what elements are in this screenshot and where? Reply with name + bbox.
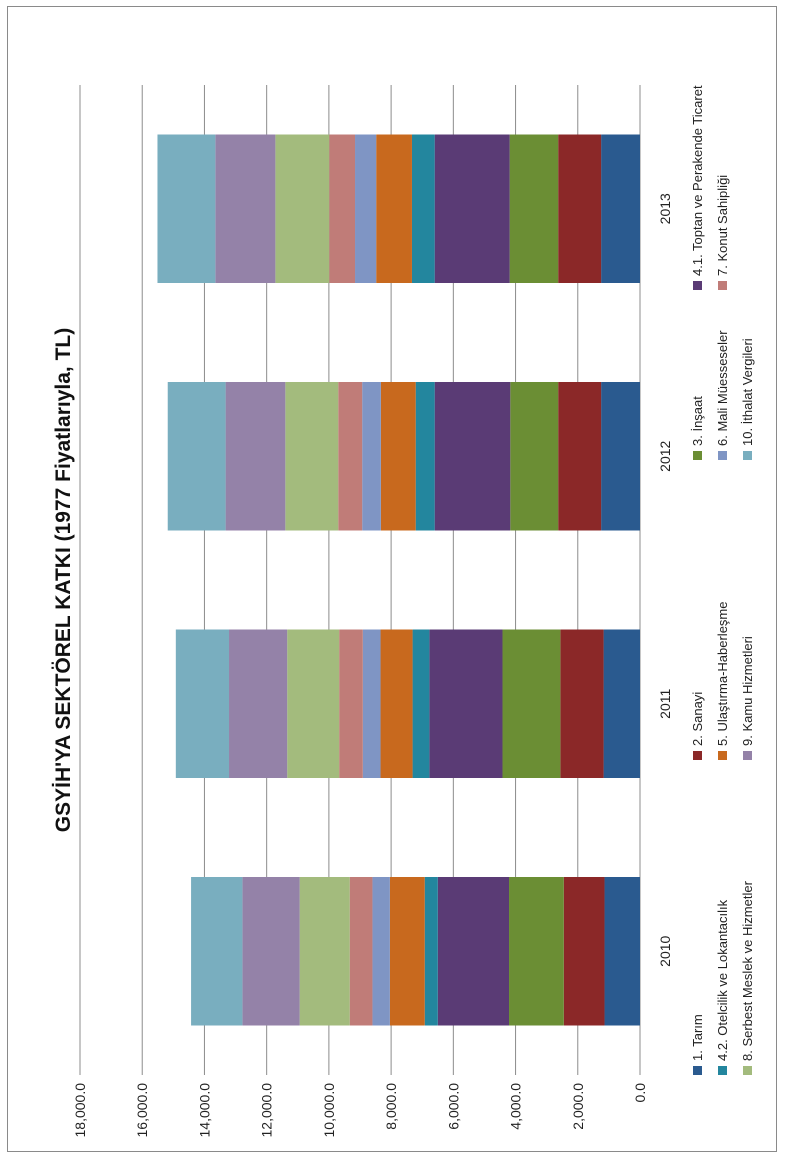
legend-label: 10. İthalat Vergileri	[740, 338, 755, 446]
y-tick-label: 10,000.0	[321, 1083, 337, 1138]
x-category-label: 2012	[657, 440, 673, 471]
x-category-label: 2013	[657, 193, 673, 224]
bar-segment	[437, 877, 510, 1026]
bar-segment	[411, 134, 435, 283]
legend-swatch	[743, 1066, 752, 1075]
legend-swatch	[743, 751, 752, 760]
bar-segment	[558, 134, 602, 283]
legend-label: 3. İnşaat	[690, 396, 705, 446]
bar-segment	[329, 134, 356, 283]
legend-swatch	[718, 751, 727, 760]
bar-segment	[287, 629, 340, 778]
legend-label: 8. Serbest Meslek ve Hizmetler	[740, 880, 755, 1061]
bar-segment	[167, 382, 226, 531]
legend-swatch	[693, 451, 702, 460]
legend-swatch	[693, 1066, 702, 1075]
legend-swatch	[718, 1066, 727, 1075]
bar-segment	[601, 382, 640, 531]
bar-segment	[424, 877, 438, 1026]
bar-segment	[560, 629, 604, 778]
legend: 1. Tarım 2. Sanayi 3. İnşaat 4.1. Toptan ve…	[690, 85, 755, 1075]
bar-segment	[157, 134, 216, 283]
y-tick-label: 14,000.0	[196, 1083, 212, 1138]
bar-segment	[215, 134, 276, 283]
legend-swatch	[743, 451, 752, 460]
bar-segment	[362, 382, 381, 531]
legend-label: 4.2. Otelcilik ve Lokantacılık	[715, 899, 730, 1061]
bar-segment	[380, 629, 413, 778]
bar-segment	[510, 382, 559, 531]
legend-label: 1. Tarım	[690, 1014, 705, 1061]
x-axis-categories: 2010 2011 2012 2013	[657, 193, 673, 967]
y-tick-label: 6,000.0	[445, 1083, 461, 1130]
bar-segment	[389, 877, 425, 1026]
bar-segment	[242, 877, 300, 1026]
y-axis-ticks: 0.0 2,000.0 4,000.0 6,000.0 8,000.0 10,000.0 1…	[72, 1083, 648, 1138]
bar-segment	[362, 629, 381, 778]
bar-segment	[349, 877, 373, 1026]
bar-segment	[412, 629, 430, 778]
legend-swatch	[718, 281, 727, 290]
legend-label: 9. Kamu Hizmetleri	[740, 636, 755, 746]
chart-title: GSYİH'YA SEKTÖREL KATKI (1977 Fiyatlarıy…	[52, 328, 75, 832]
bar-segment	[339, 629, 363, 778]
bar-segment	[604, 877, 640, 1026]
y-tick-label: 0.0	[632, 1083, 648, 1103]
y-tick-label: 18,000.0	[72, 1083, 88, 1138]
bar-segment	[601, 134, 640, 283]
legend-swatch	[718, 451, 727, 460]
bar-segment	[603, 629, 640, 778]
legend-swatch	[693, 751, 702, 760]
bar-segment	[558, 382, 602, 531]
bar-segment	[434, 382, 511, 531]
legend-swatch	[693, 281, 702, 290]
bars-layer	[157, 134, 640, 1026]
x-category-label: 2010	[657, 935, 673, 966]
bar-segment	[429, 629, 503, 778]
y-tick-label: 4,000.0	[508, 1083, 524, 1130]
bar-segment	[355, 134, 377, 283]
x-category-label: 2011	[657, 688, 673, 718]
bar-segment	[376, 134, 412, 283]
bar-segment	[275, 134, 330, 283]
bar-segment	[502, 629, 561, 778]
y-tick-label: 2,000.0	[570, 1083, 586, 1130]
bar-segment	[175, 629, 230, 778]
bar-segment	[563, 877, 605, 1026]
legend-label: 6. Mali Müesseseler	[715, 330, 730, 446]
bar-segment	[225, 382, 286, 531]
bar-segment	[434, 134, 510, 283]
legend-label: 4.1. Toptan ve Perakende Ticaret	[690, 85, 705, 276]
y-tick-label: 16,000.0	[134, 1083, 150, 1138]
y-tick-label: 8,000.0	[383, 1083, 399, 1130]
legend-label: 5. Ulaştırma-Haberleşme	[715, 602, 730, 747]
bar-segment	[299, 877, 350, 1026]
legend-label: 7. Konut Sahipliği	[715, 175, 730, 276]
chart-frame	[7, 6, 777, 1152]
y-tick-label: 12,000.0	[259, 1083, 275, 1138]
bar-segment	[191, 877, 243, 1026]
bar-segment	[285, 382, 339, 531]
bar-segment	[372, 877, 390, 1026]
bar-segment	[509, 134, 559, 283]
bar-segment	[415, 382, 435, 531]
bar-segment	[338, 382, 363, 531]
bar-segment	[509, 877, 564, 1026]
bar-segment	[229, 629, 288, 778]
legend-label: 2. Sanayi	[690, 692, 705, 746]
bar-segment	[380, 382, 416, 531]
